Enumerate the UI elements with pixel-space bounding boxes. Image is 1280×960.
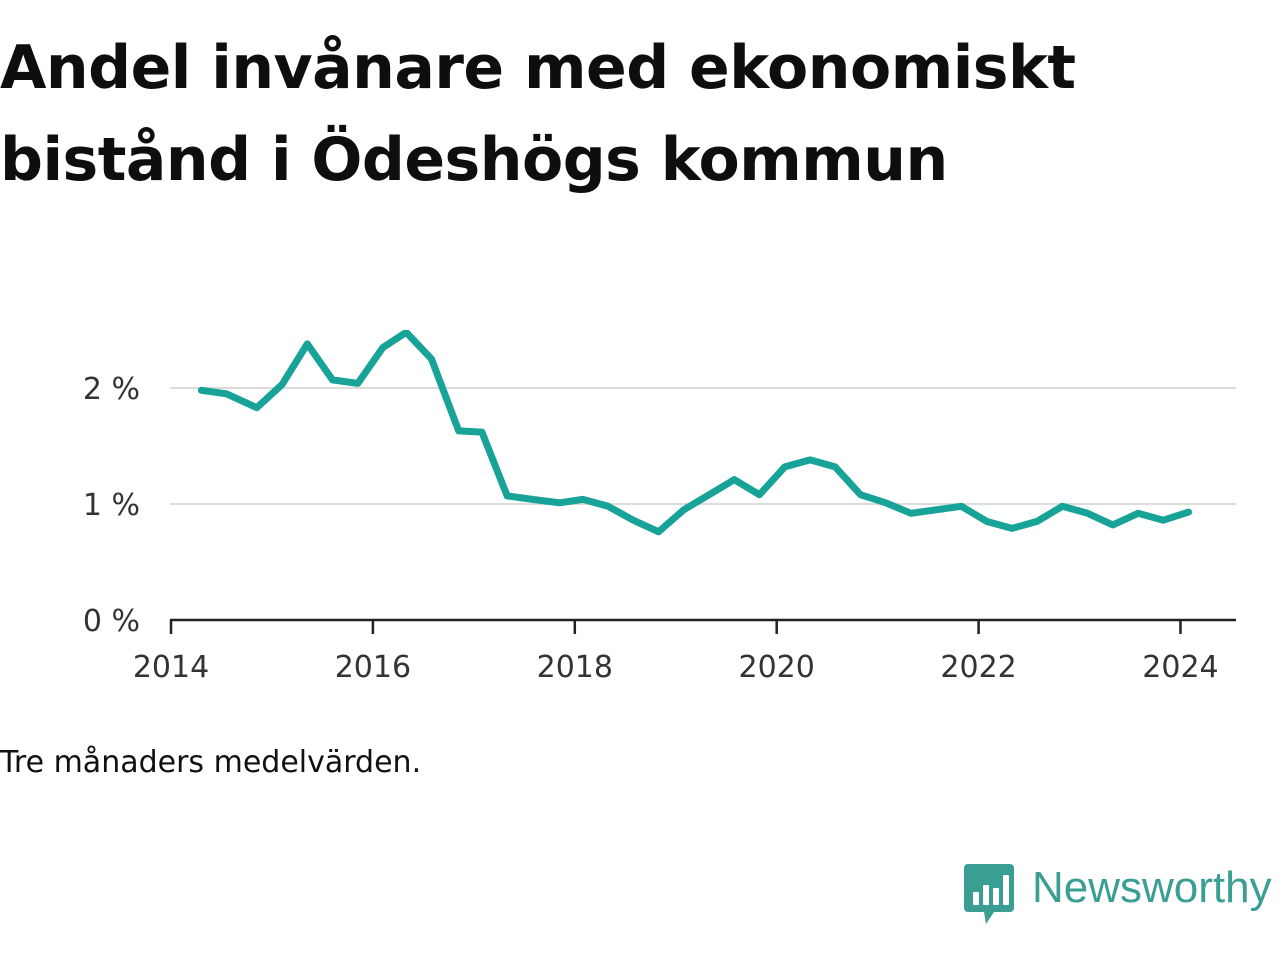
x-tick-label: 2016 xyxy=(335,650,411,685)
chart-title: Andel invånare med ekonomiskt bistånd i … xyxy=(0,33,1076,195)
x-axis xyxy=(169,618,1236,634)
x-axis-tick-labels: 2014 2016 2018 2020 2022 2024 xyxy=(133,650,1219,685)
y-axis-tick-labels: 0 % 1 % 2 % xyxy=(83,372,140,639)
y-tick-label: 1 % xyxy=(83,488,140,523)
series-layer xyxy=(197,330,1193,536)
brand: Newsworthy xyxy=(964,864,1272,926)
x-tick-label: 2018 xyxy=(537,650,613,685)
series-line xyxy=(197,330,1193,536)
y-tick-label: 2 % xyxy=(83,372,140,407)
y-tick-label: 0 % xyxy=(83,604,140,639)
bar-chart-speech-bubble-icon xyxy=(964,864,1014,924)
brand-name: Newsworthy xyxy=(1032,863,1272,912)
x-tick-label: 2014 xyxy=(133,650,209,685)
x-tick-label: 2024 xyxy=(1142,650,1218,685)
line-chart: 0 % 1 % 2 % 2014 2016 2018 2020 2022 2024 xyxy=(83,330,1236,685)
gridlines xyxy=(170,387,1236,505)
x-tick-label: 2020 xyxy=(739,650,815,685)
chart-note: Tre månaders medelvärden. xyxy=(0,745,422,780)
x-tick-label: 2022 xyxy=(940,650,1016,685)
